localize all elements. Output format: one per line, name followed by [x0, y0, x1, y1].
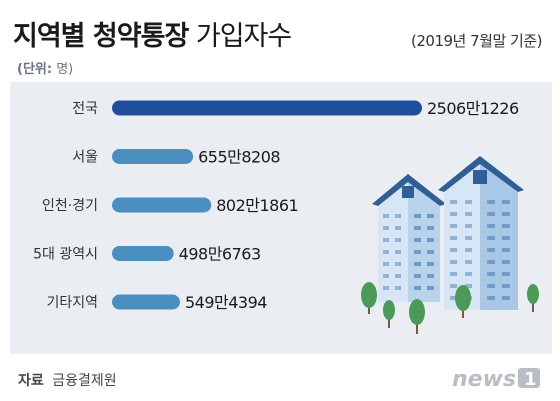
unit-label: (단위:: [17, 62, 53, 77]
tree-icon: [383, 300, 395, 328]
source-note: 자료 금융결제원: [18, 370, 117, 390]
chart-panel: 전국 2506만1226 서울 655만8208 인천·경기 802만1861 5대 광역시…: [10, 82, 552, 354]
category-label: 인천·경기: [42, 198, 98, 214]
apartment-building-icon: [372, 174, 446, 302]
apartment-illustration: [361, 156, 539, 334]
category-label: 5대 광역시: [33, 247, 98, 263]
bar: [112, 197, 212, 213]
tree-icon: [409, 299, 425, 334]
bar-chart: 전국 2506만1226 서울 655만8208 인천·경기 802만1861 5대 광역시…: [33, 99, 539, 334]
bar: [112, 100, 422, 116]
category-label: 기타지역: [46, 295, 98, 311]
tree-icon: [361, 282, 377, 314]
unit-note: (단위: 명): [17, 58, 73, 77]
unit-value: 명): [56, 62, 74, 77]
bar: [112, 294, 180, 310]
chart-title: 지역별 청약통장 가입자수: [13, 14, 292, 53]
bar: [112, 149, 194, 164]
title-light: 가입자수: [195, 21, 292, 52]
svg-text:news: news: [452, 367, 516, 392]
chart-header: 지역별 청약통장 가입자수 (2019년 7월말 기준) (단위: 명): [0, 0, 560, 82]
bars-layer: 전국 2506만1226 서울 655만8208 인천·경기 802만1861 5대 광역시…: [33, 99, 519, 312]
svg-text:1: 1: [524, 369, 537, 390]
value-label: 655만8208: [198, 148, 280, 167]
value-label: 2506만1226: [427, 99, 519, 118]
news1-logo: news 1: [452, 367, 540, 392]
value-label: 498만6763: [179, 245, 261, 264]
category-label: 서울: [72, 150, 98, 166]
source-value: 금융결제원: [52, 373, 117, 389]
date-note: (2019년 7월말 기준): [411, 32, 542, 50]
source-label: 자료: [18, 373, 44, 389]
apartment-building-icon: [438, 156, 524, 310]
tree-icon: [455, 285, 471, 318]
tree-icon: [527, 284, 539, 312]
value-label: 549만4394: [185, 293, 267, 312]
category-label: 전국: [72, 101, 98, 117]
value-label: 802만1861: [216, 196, 298, 215]
bar: [112, 246, 174, 261]
title-bold: 지역별 청약통장: [13, 21, 189, 52]
